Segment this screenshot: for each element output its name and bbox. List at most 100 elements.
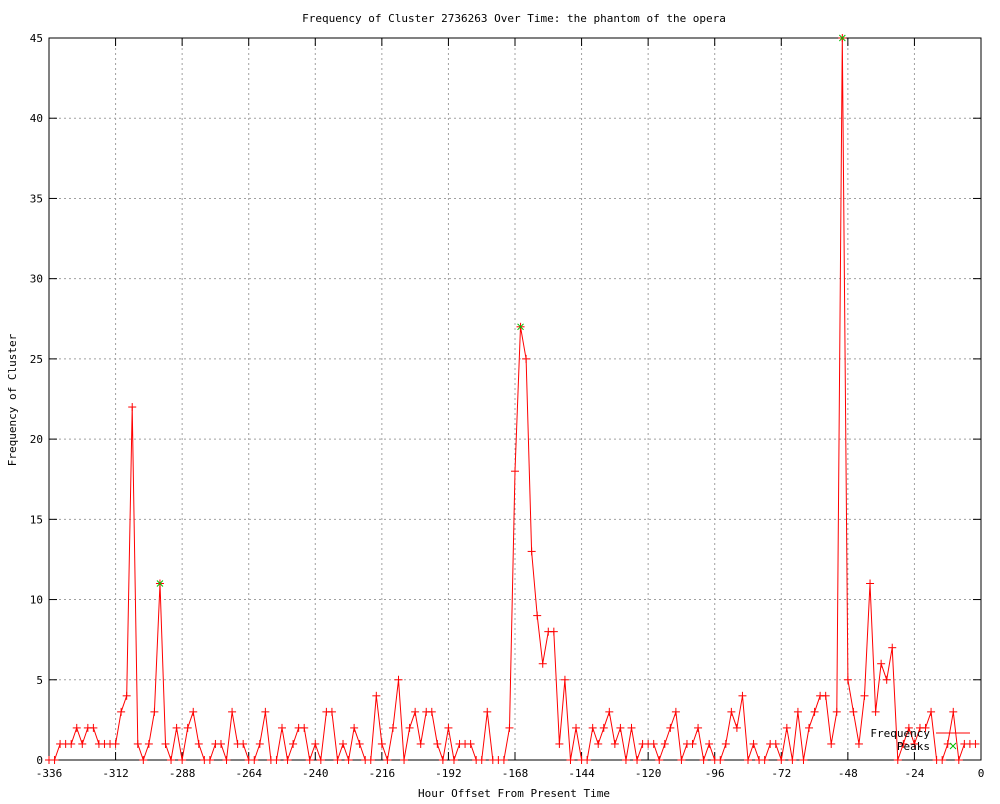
frequency-point: [888, 643, 897, 652]
legend-sample-peaks: [949, 742, 957, 750]
y-tick-label: 25: [30, 353, 43, 366]
frequency-point: [688, 739, 697, 748]
frequency-point: [438, 756, 447, 764]
frequency-point: [194, 739, 203, 748]
frequency-point: [938, 756, 947, 764]
x-axis-label: Hour Offset From Present Time: [418, 787, 610, 800]
frequency-point: [560, 675, 569, 684]
frequency-point: [222, 756, 231, 764]
frequency-point: [350, 723, 359, 732]
frequency-point: [760, 756, 769, 764]
frequency-point: [832, 707, 841, 716]
legend-label-peaks: Peaks: [897, 740, 930, 753]
frequency-point: [677, 756, 686, 764]
frequency-point: [605, 707, 614, 716]
frequency-point: [877, 659, 886, 668]
frequency-point: [161, 739, 170, 748]
frequency-point: [128, 403, 137, 412]
x-tick-label: 0: [978, 767, 985, 780]
frequency-point: [910, 739, 919, 748]
frequency-point: [694, 723, 703, 732]
y-tick-label: 15: [30, 513, 43, 526]
frequency-point: [167, 756, 176, 764]
frequency-point: [72, 723, 81, 732]
frequency-point: [805, 723, 814, 732]
frequency-point: [394, 675, 403, 684]
frequency-point: [621, 756, 630, 764]
frequency-point: [716, 756, 725, 764]
frequency-point: [949, 707, 958, 716]
frequency-point: [216, 739, 225, 748]
frequency-point: [416, 739, 425, 748]
cross-marker: [156, 580, 164, 587]
frequency-point: [111, 739, 120, 748]
peak-point: [156, 580, 164, 587]
frequency-point: [893, 756, 902, 764]
frequency-point: [871, 707, 880, 716]
y-tick-label: 10: [30, 594, 43, 607]
frequency-point: [327, 707, 336, 716]
frequency-point: [466, 739, 475, 748]
frequency-point: [405, 723, 414, 732]
frequency-point: [355, 739, 364, 748]
frequency-point: [777, 756, 786, 764]
frequency-point: [433, 739, 442, 748]
frequency-point: [205, 756, 214, 764]
frequency-point: [572, 723, 581, 732]
x-tick-label: -96: [705, 767, 725, 780]
frequency-point: [627, 723, 636, 732]
frequency-point: [738, 691, 747, 700]
frequency-point: [666, 723, 675, 732]
frequency-point: [278, 723, 286, 732]
frequency-point: [699, 756, 708, 764]
x-tick-label: -312: [102, 767, 129, 780]
frequency-point: [117, 707, 126, 716]
frequency-point: [50, 756, 59, 764]
frequency-point: [527, 547, 536, 556]
frequency-point: [860, 691, 869, 700]
frequency-point: [827, 739, 836, 748]
frequency-point: [566, 756, 575, 764]
frequency-point: [300, 723, 309, 732]
frequency-point: [904, 723, 913, 732]
x-tick-label: -288: [169, 767, 196, 780]
frequency-point: [771, 739, 780, 748]
frequency-point: [843, 675, 852, 684]
frequency-point: [178, 756, 187, 764]
frequency-point: [339, 739, 348, 748]
frequency-point: [183, 723, 192, 732]
frequency-point: [727, 707, 736, 716]
x-tick-label: -168: [502, 767, 529, 780]
frequency-point: [522, 354, 531, 363]
frequency-point: [289, 739, 298, 748]
frequency-point: [316, 756, 325, 764]
y-tick-label: 20: [30, 433, 43, 446]
frequency-point: [610, 739, 619, 748]
frequency-point: [377, 739, 386, 748]
frequency-point: [749, 739, 758, 748]
frequency-point: [954, 756, 963, 764]
frequency-point: [555, 739, 564, 748]
legend: Frequency Peaks: [870, 727, 970, 753]
frequency-point: [239, 739, 248, 748]
frequency-point: [172, 723, 181, 732]
frequency-point: [533, 611, 542, 620]
series: [45, 34, 980, 764]
frequency-point: [649, 739, 658, 748]
x-tick-label: -240: [302, 767, 329, 780]
frequency-point: [344, 756, 353, 764]
frequency-point: [449, 756, 458, 764]
cross-marker: [517, 323, 524, 331]
frequency-point: [821, 691, 830, 700]
peak-point: [517, 323, 524, 331]
y-tick-label: 45: [30, 32, 43, 45]
frequency-line: [49, 37, 976, 762]
frequency-point: [255, 739, 264, 748]
frequency-point: [133, 739, 142, 748]
y-tick-label: 30: [30, 273, 43, 286]
frequency-point: [854, 739, 863, 748]
frequency-point: [660, 739, 669, 748]
frequency-point: [732, 723, 741, 732]
x-tick-label: -120: [635, 767, 662, 780]
frequency-point: [67, 739, 76, 748]
